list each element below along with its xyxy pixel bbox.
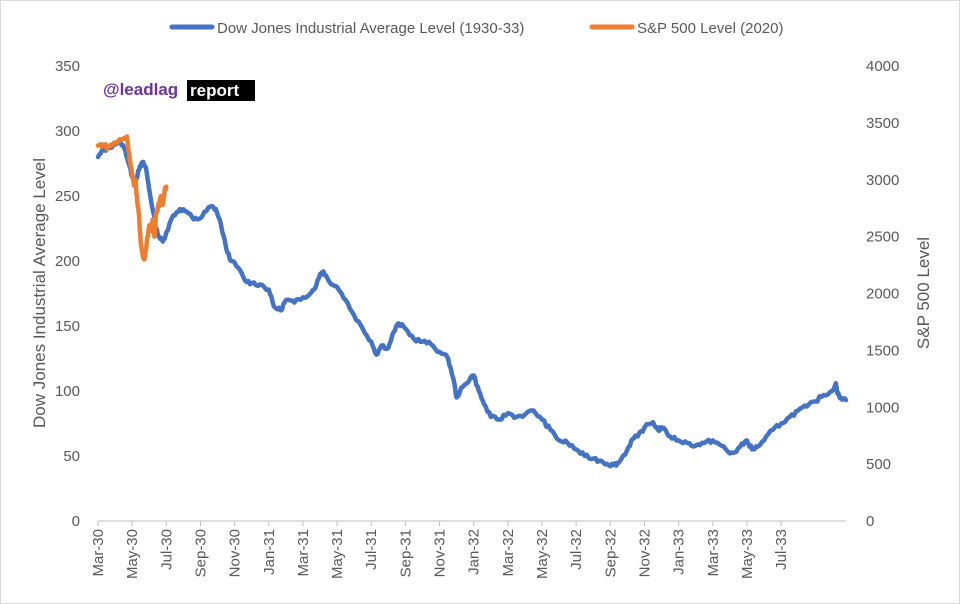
x-tick-label: Jul-33 (773, 529, 790, 570)
x-tick-label: Jan-33 (671, 529, 688, 575)
y-axis-left-title: Dow Jones Industrial Average Level (30, 158, 49, 428)
y-right-tick-label: 1500 (866, 342, 899, 359)
y-left-tick-label: 350 (55, 58, 80, 75)
y-right-tick-label: 1000 (866, 399, 899, 416)
x-tick-label: Jul-30 (158, 529, 175, 570)
y-axis-left-ticks: 0 50 100 150 200 250 300 350 (55, 58, 80, 530)
x-tick-label: Jan-31 (261, 529, 278, 575)
y-right-tick-label: 2500 (866, 229, 899, 246)
x-tick-label: Mar-33 (705, 529, 722, 577)
x-tick-label: May-33 (739, 529, 756, 579)
x-tick-label: Mar-30 (90, 529, 107, 577)
y-left-tick-label: 100 (55, 383, 80, 400)
watermark-handle: @leadlag (103, 80, 178, 99)
watermark-logo: @leadlag report (103, 80, 255, 101)
y-right-tick-label: 0 (866, 513, 874, 530)
legend-label-dow: Dow Jones Industrial Average Level (1930… (217, 20, 524, 37)
x-tick-label: Jul-31 (363, 529, 380, 570)
x-axis-ticks: Mar-30 May-30 Jul-30 Sep-30 Nov-30 Jan-31 Mar-… (90, 521, 790, 579)
y-right-tick-label: 3000 (866, 172, 899, 189)
y-left-tick-label: 250 (55, 188, 80, 205)
watermark-word-bg (187, 80, 255, 101)
x-tick-label: Sep-31 (397, 529, 414, 577)
y-axis-right-title: S&P 500 Level (914, 237, 933, 349)
x-tick-label: May-31 (329, 529, 346, 579)
x-tick-label: Sep-30 (192, 529, 209, 577)
y-axis-right-ticks: 0 500 1000 1500 2000 2500 3000 3500 4000 (866, 58, 899, 530)
x-tick-label: Sep-32 (602, 529, 619, 577)
y-left-tick-label: 300 (55, 123, 80, 140)
x-tick-label: May-30 (124, 529, 141, 579)
x-tick-label: May-32 (534, 529, 551, 579)
y-left-tick-label: 0 (72, 513, 80, 530)
y-right-tick-label: 2000 (866, 286, 899, 303)
series-line-dow (95, 138, 849, 469)
y-right-tick-label: 3500 (866, 115, 899, 132)
x-tick-label: Mar-32 (500, 529, 517, 577)
series-line-sp500 (95, 134, 169, 262)
y-right-tick-label: 500 (866, 456, 891, 473)
series-layer (95, 134, 849, 469)
watermark-word: report (190, 81, 239, 100)
y-left-tick-label: 150 (55, 318, 80, 335)
y-left-tick-label: 50 (63, 448, 80, 465)
x-tick-label: Jan-32 (466, 529, 483, 575)
x-tick-label: Nov-30 (227, 529, 244, 577)
legend-label-sp500: S&P 500 Level (2020) (637, 20, 784, 37)
x-tick-label: Nov-31 (432, 529, 449, 577)
legend: Dow Jones Industrial Average Level (1930… (169, 20, 784, 37)
x-tick-label: Jul-32 (568, 529, 585, 570)
x-tick-label: Nov-32 (636, 529, 653, 577)
y-right-tick-label: 4000 (866, 58, 899, 75)
x-tick-label: Mar-31 (295, 529, 312, 577)
y-left-tick-label: 200 (55, 253, 80, 270)
